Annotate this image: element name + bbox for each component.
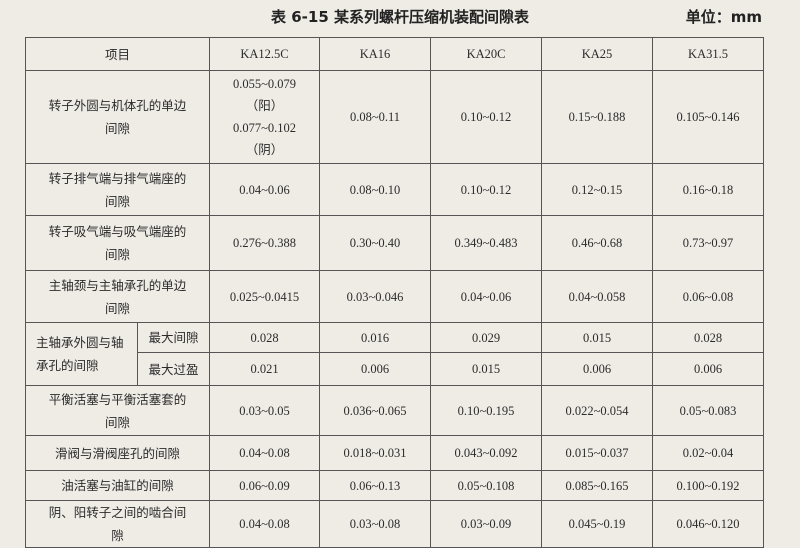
column-header: KA31.5 bbox=[652, 37, 765, 71]
table-row: 主轴承外圆与轴承孔的间隙 最大间隙 0.028 0.016 0.029 0.015 0.02… bbox=[25, 322, 765, 386]
column-header: KA20C bbox=[430, 37, 543, 71]
value-cell: 0.015 bbox=[430, 352, 543, 386]
table-row: 滑阀与滑阀座孔的间隙 0.04~0.08 0.018~0.031 0.043~0.09… bbox=[24, 435, 765, 471]
value-cell: 0.10~0.195 bbox=[430, 385, 543, 436]
value-cell: 0.04~0.08 bbox=[209, 500, 321, 548]
value-cell: 0.08~0.11 bbox=[319, 70, 432, 164]
value-cell: 0.04~0.08 bbox=[209, 435, 321, 471]
row-label: 主轴承外圆与轴承孔的间隙 bbox=[25, 322, 138, 386]
value-cell: 0.06~0.09 bbox=[209, 470, 321, 501]
value-cell: 0.16~0.18 bbox=[652, 163, 765, 216]
value-cell: 0.006 bbox=[652, 352, 765, 386]
value-cell: 0.10~0.12 bbox=[430, 70, 543, 164]
value-cell: 0.105~0.146 bbox=[652, 70, 765, 164]
value-cell: 0.15~0.188 bbox=[541, 70, 654, 164]
value-cell: 0.036~0.065 bbox=[319, 385, 432, 436]
sub-row-label: 最大过盈 bbox=[136, 352, 211, 386]
value-cell: 0.46~0.68 bbox=[541, 215, 654, 271]
value-cell: 0.05~0.083 bbox=[652, 385, 765, 436]
value-cell: 0.006 bbox=[541, 352, 654, 386]
value-cell: 0.03~0.09 bbox=[430, 500, 543, 548]
value-cell: 0.05~0.108 bbox=[430, 470, 543, 501]
table-row: 转子排气端与排气端座的间隙 0.04~0.06 0.08~0.10 0.10~0.12… bbox=[24, 163, 765, 216]
row-label: 滑阀与滑阀座孔的间隙 bbox=[24, 435, 211, 471]
row-label: 平衡活塞与平衡活塞套的间隙 bbox=[24, 385, 211, 436]
value-cell: 0.12~0.15 bbox=[541, 163, 654, 216]
value-cell: 0.03~0.05 bbox=[209, 385, 321, 436]
value-cell: 0.276~0.388 bbox=[209, 215, 321, 271]
unit-label: 单位：mm bbox=[685, 8, 762, 26]
value-cell: 0.055~0.079（阳）0.077~0.102（阴） bbox=[209, 70, 321, 164]
column-header: 项目 bbox=[24, 37, 211, 71]
value-cell: 0.04~0.058 bbox=[541, 270, 654, 323]
value-cell: 0.06~0.13 bbox=[319, 470, 432, 501]
value-cell: 0.016 bbox=[319, 322, 432, 353]
table-title: 表 6-15 某系列螺杆压缩机装配间隙表 bbox=[271, 8, 529, 26]
table-row: 最大过盈 0.021 0.006 0.015 0.006 0.006 bbox=[26, 352, 765, 386]
table-row: 阴、阳转子之间的啮合间隙 0.04~0.08 0.03~0.08 0.03~0.09 0… bbox=[24, 500, 765, 548]
value-cell: 0.73~0.97 bbox=[652, 215, 765, 271]
value-cell: 0.046~0.120 bbox=[652, 500, 765, 548]
column-header: KA12.5C bbox=[209, 37, 321, 71]
value-cell: 0.100~0.192 bbox=[652, 470, 765, 501]
table-row: 平衡活塞与平衡活塞套的间隙 0.03~0.05 0.036~0.065 0.10~0.… bbox=[24, 385, 765, 436]
value-cell: 0.08~0.10 bbox=[319, 163, 432, 216]
assembly-clearance-table: 项目 KA12.5C KA16 KA20C KA25 KA31.5 转子外圆与机体孔的单边间… bbox=[24, 37, 765, 548]
value-cell: 0.028 bbox=[209, 322, 321, 353]
value-cell: 0.022~0.054 bbox=[541, 385, 654, 436]
value-cell: 0.06~0.08 bbox=[652, 270, 765, 323]
table-header-row: 项目 KA12.5C KA16 KA20C KA25 KA31.5 bbox=[24, 37, 765, 71]
value-cell: 0.015~0.037 bbox=[541, 435, 654, 471]
table-row: 油活塞与油缸的间隙 0.06~0.09 0.06~0.13 0.05~0.108 0.0… bbox=[24, 470, 765, 501]
value-cell: 0.028 bbox=[652, 322, 765, 353]
value-cell: 0.015 bbox=[541, 322, 654, 353]
value-cell: 0.04~0.06 bbox=[430, 270, 543, 323]
value-cell: 0.085~0.165 bbox=[541, 470, 654, 501]
column-header: KA25 bbox=[541, 37, 654, 71]
value-cell: 0.30~0.40 bbox=[319, 215, 432, 271]
value-cell: 0.04~0.06 bbox=[209, 163, 321, 216]
value-cell: 0.03~0.046 bbox=[319, 270, 432, 323]
row-label: 油活塞与油缸的间隙 bbox=[24, 470, 211, 501]
value-text: 0.055~0.079（阳）0.077~0.102（阴） bbox=[233, 77, 297, 157]
value-cell: 0.006 bbox=[319, 352, 432, 386]
value-cell: 0.045~0.19 bbox=[541, 500, 654, 548]
table-row: 主轴颈与主轴承孔的单边间隙 0.025~0.0415 0.03~0.046 0.04~… bbox=[24, 270, 765, 323]
table-row: 转子外圆与机体孔的单边间隙 0.055~0.079（阳）0.077~0.102（阴… bbox=[24, 70, 765, 164]
row-label: 转子外圆与机体孔的单边间隙 bbox=[24, 70, 211, 164]
value-cell: 0.349~0.483 bbox=[430, 215, 543, 271]
value-cell: 0.02~0.04 bbox=[652, 435, 765, 471]
value-cell: 0.03~0.08 bbox=[319, 500, 432, 548]
column-header: KA16 bbox=[319, 37, 432, 71]
value-cell: 0.021 bbox=[209, 352, 321, 386]
row-label: 主轴颈与主轴承孔的单边间隙 bbox=[24, 270, 211, 323]
row-label: 转子排气端与排气端座的间隙 bbox=[24, 163, 211, 216]
row-label: 阴、阳转子之间的啮合间隙 bbox=[24, 500, 211, 548]
value-cell: 0.025~0.0415 bbox=[209, 270, 321, 323]
value-cell: 0.10~0.12 bbox=[430, 163, 543, 216]
value-cell: 0.018~0.031 bbox=[319, 435, 432, 471]
table-row: 转子吸气端与吸气端座的间隙 0.276~0.388 0.30~0.40 0.349~0… bbox=[24, 215, 765, 271]
value-cell: 0.043~0.092 bbox=[430, 435, 543, 471]
sub-row-label: 最大间隙 bbox=[136, 322, 211, 353]
value-cell: 0.029 bbox=[430, 322, 543, 353]
row-label: 转子吸气端与吸气端座的间隙 bbox=[24, 215, 211, 271]
